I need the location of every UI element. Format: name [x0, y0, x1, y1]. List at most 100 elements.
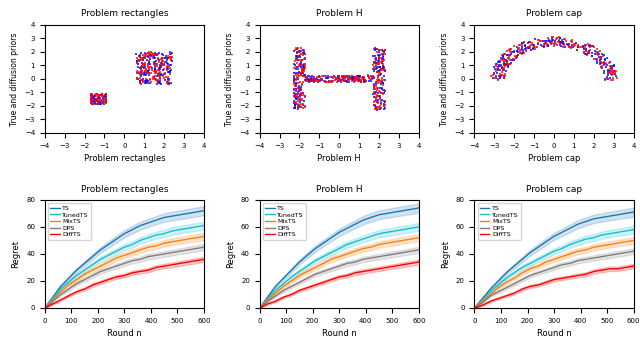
Point: [526, 47, 536, 53]
Point: [163, 74, 173, 80]
Point: [138, 55, 148, 61]
Point: [374, 56, 385, 61]
Point: [95, 92, 105, 98]
Point: [369, 94, 379, 99]
Point: [325, 74, 335, 80]
Point: [299, 50, 309, 56]
Point: [132, 58, 143, 64]
Point: [573, 42, 583, 48]
Point: [323, 73, 333, 79]
Point: [296, 73, 307, 78]
Point: [150, 66, 160, 72]
Point: [94, 92, 104, 98]
Point: [370, 86, 380, 92]
Point: [346, 75, 356, 81]
DiffTS: [168, 263, 176, 267]
Point: [496, 56, 506, 61]
MixTS: [574, 249, 582, 253]
TunedTS: [606, 232, 614, 236]
Point: [94, 93, 104, 99]
Point: [143, 50, 153, 56]
Point: [92, 93, 102, 98]
Point: [378, 52, 388, 57]
Point: [602, 74, 612, 80]
Point: [303, 78, 313, 83]
Point: [143, 80, 153, 86]
Point: [333, 73, 343, 78]
Point: [98, 95, 108, 101]
Point: [166, 54, 176, 60]
Point: [289, 61, 300, 67]
Point: [302, 75, 312, 80]
Point: [494, 73, 504, 79]
Point: [295, 70, 305, 76]
Point: [602, 73, 612, 78]
TunedTS: [495, 283, 502, 287]
Point: [296, 85, 307, 90]
TunedTS: [129, 242, 136, 247]
Point: [291, 64, 301, 70]
DiffTS: [558, 276, 566, 280]
Point: [138, 64, 148, 69]
Point: [141, 51, 152, 57]
Point: [142, 70, 152, 75]
TS: [303, 253, 311, 257]
DiffTS: [145, 268, 152, 272]
Point: [132, 68, 142, 74]
TunedTS: [296, 269, 303, 274]
Point: [582, 51, 593, 57]
TunedTS: [160, 232, 168, 236]
Point: [143, 65, 154, 71]
TunedTS: [65, 280, 72, 284]
Point: [584, 50, 594, 55]
Point: [134, 70, 145, 76]
Title: Problem cap: Problem cap: [526, 184, 582, 194]
Point: [293, 64, 303, 69]
Point: [374, 58, 385, 63]
DiffTS: [534, 283, 542, 287]
MixTS: [303, 269, 311, 274]
Point: [338, 73, 348, 79]
Point: [298, 67, 308, 73]
Point: [93, 95, 104, 101]
Point: [367, 75, 377, 81]
Point: [166, 80, 176, 86]
Point: [99, 93, 109, 99]
Point: [290, 58, 300, 64]
Point: [158, 52, 168, 58]
TunedTS: [622, 229, 630, 233]
TunedTS: [57, 287, 65, 291]
DPS: [272, 294, 280, 298]
Point: [488, 70, 499, 76]
Point: [364, 74, 374, 80]
Point: [377, 79, 387, 85]
Point: [524, 39, 534, 45]
TS: [264, 295, 271, 299]
Point: [378, 106, 388, 112]
DiffTS: [502, 294, 510, 298]
Point: [154, 70, 164, 75]
Point: [291, 56, 301, 61]
Point: [375, 89, 385, 95]
Point: [380, 73, 390, 79]
DiffTS: [566, 275, 574, 279]
Point: [166, 62, 176, 68]
Point: [307, 74, 317, 79]
Point: [164, 78, 174, 83]
Point: [92, 91, 102, 97]
Point: [378, 82, 388, 88]
Point: [380, 48, 390, 53]
Point: [591, 51, 602, 57]
Point: [309, 77, 319, 83]
DiffTS: [65, 294, 72, 298]
Point: [548, 34, 559, 40]
Point: [86, 95, 97, 101]
Point: [377, 91, 387, 96]
Line: TunedTS: TunedTS: [474, 230, 634, 308]
Line: TS: TS: [474, 212, 634, 308]
Point: [95, 92, 105, 98]
Point: [293, 89, 303, 95]
Point: [503, 53, 513, 58]
Point: [372, 52, 383, 58]
MixTS: [550, 257, 558, 262]
